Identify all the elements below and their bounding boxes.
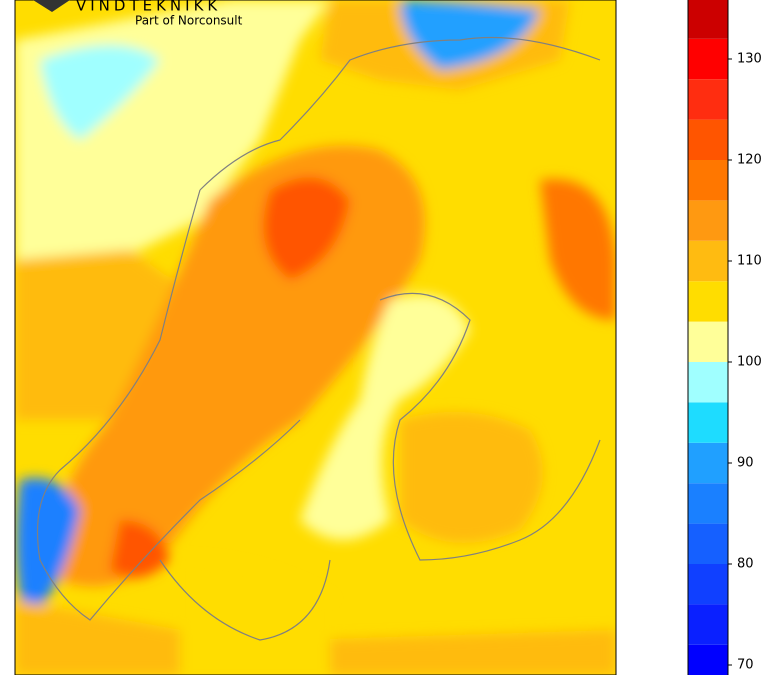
colorbar: 70 80 90 100 110 120 130 xyxy=(687,0,762,679)
colorbar-bin xyxy=(688,604,728,645)
colorbar-bin xyxy=(688,564,728,605)
colorbar-tick-label: 80 xyxy=(737,557,754,572)
colorbar-bin xyxy=(688,362,728,403)
colorbar-tick-label: 100 xyxy=(737,355,762,370)
colorbar-bin xyxy=(688,483,728,524)
map xyxy=(15,0,616,675)
colorbar-bin xyxy=(688,79,728,120)
colorbar-tick-label: 130 xyxy=(737,52,762,67)
colorbar-bin xyxy=(688,160,728,201)
colorbar-bin xyxy=(688,200,728,241)
colorbar-bin xyxy=(688,321,728,362)
colorbar-bin xyxy=(688,523,728,564)
colorbar-bin xyxy=(688,644,728,679)
colorbar-tick-label: 110 xyxy=(737,254,762,269)
colorbar-bin xyxy=(688,0,728,39)
colorbar-tick-label: 120 xyxy=(737,153,762,168)
colorbar-frame xyxy=(687,0,729,679)
logo-tagline: Part of Norconsult xyxy=(135,14,243,28)
colorbar-bin xyxy=(688,402,728,443)
colorbar-bin xyxy=(688,38,728,80)
colorbar-tick-label: 90 xyxy=(737,456,754,471)
logo-icon xyxy=(33,0,70,12)
colorbar-tick-label: 70 xyxy=(737,658,754,673)
colorbar-bin xyxy=(688,281,728,322)
colorbar-bin xyxy=(688,240,728,282)
colorbar-bin xyxy=(688,119,728,160)
colorbar-bin xyxy=(688,442,728,484)
logo-name: VINDTEKNIKK xyxy=(76,0,221,15)
